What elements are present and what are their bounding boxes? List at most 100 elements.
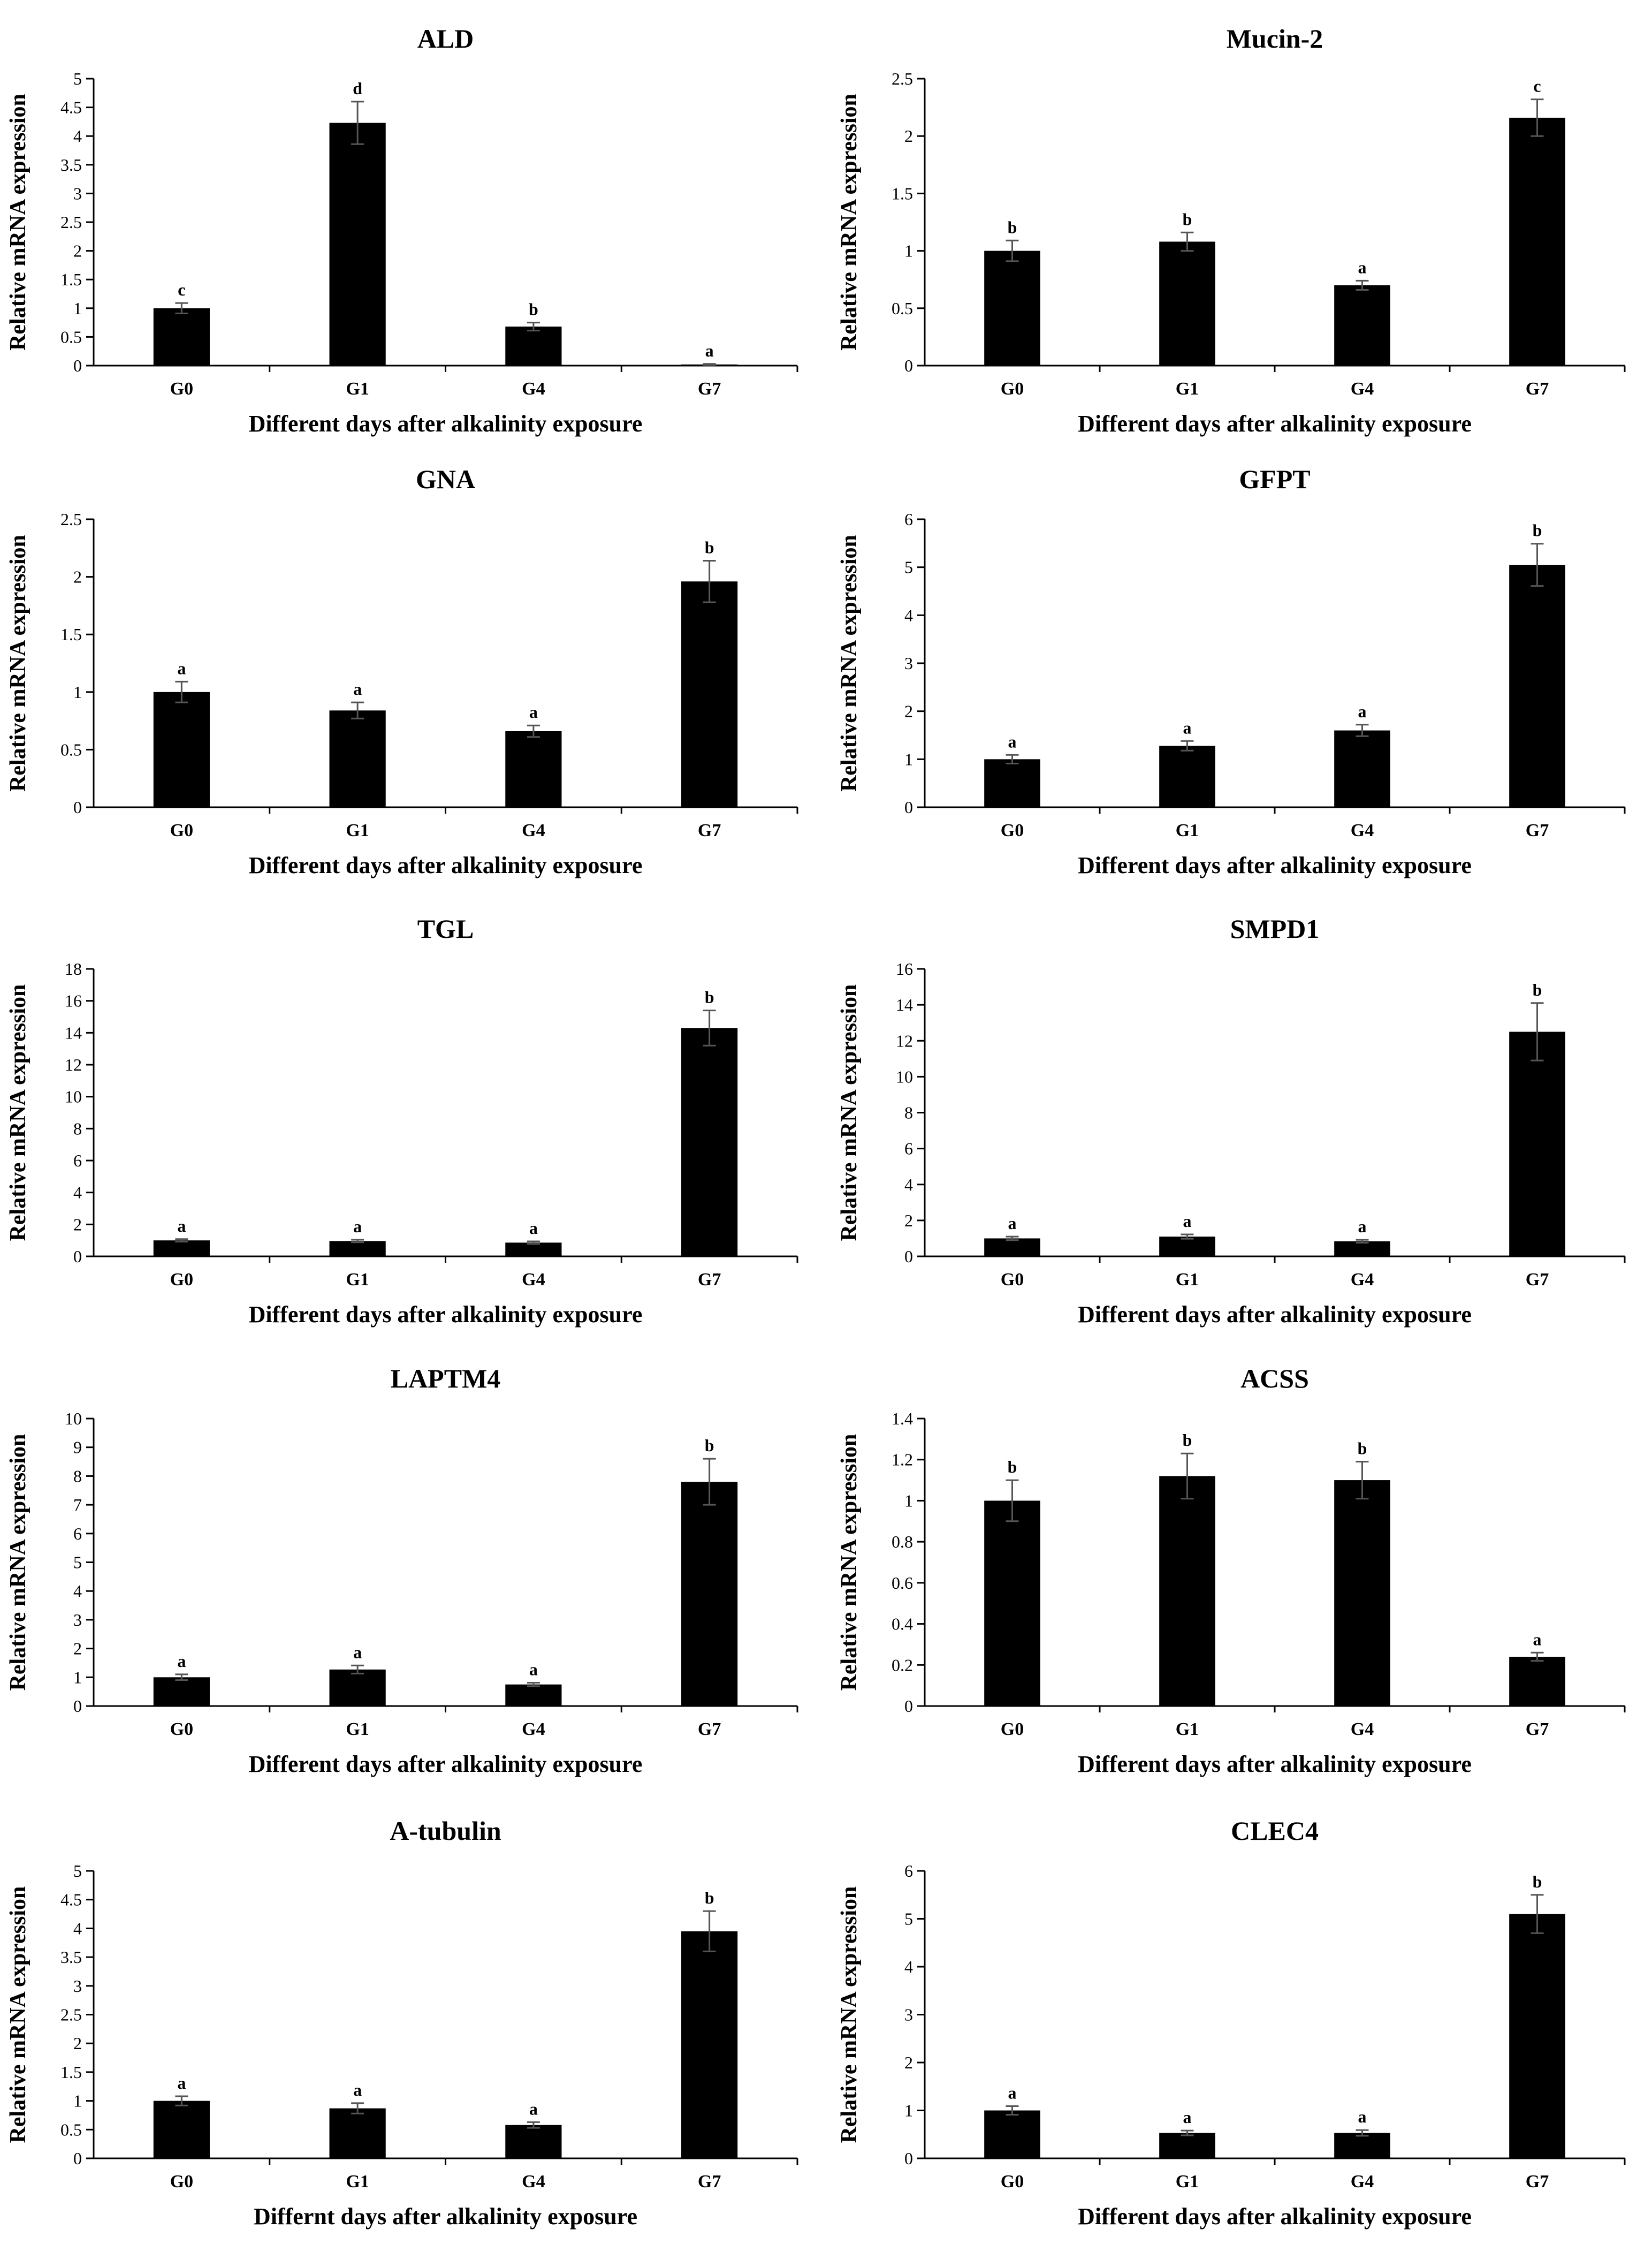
x-tick-label: G1	[1176, 1719, 1199, 1739]
y-axis-label: Relative mRNA expression	[837, 984, 862, 1241]
y-tick-label: 3	[73, 184, 82, 203]
bar-g7	[1509, 1656, 1565, 1706]
y-tick-label: 14	[65, 1023, 82, 1042]
x-tick-label: G1	[346, 1270, 369, 1290]
y-tick-label: 1.2	[892, 1450, 913, 1469]
significance-letter: a	[529, 702, 538, 722]
y-tick-label: 16	[65, 991, 82, 1011]
y-tick-label: 2	[904, 2053, 913, 2072]
y-tick-label: 1	[73, 2091, 82, 2111]
y-tick-label: 5	[904, 558, 913, 577]
y-tick-label: 0	[73, 356, 82, 375]
y-tick-label: 4	[73, 126, 82, 146]
y-tick-label: 0	[73, 798, 82, 817]
significance-letter: a	[1183, 2107, 1192, 2127]
bar-g7	[1509, 1914, 1565, 2158]
significance-letter: a	[1358, 1217, 1367, 1236]
bar-g1	[1159, 1237, 1215, 1256]
x-tick-label: G7	[1526, 379, 1549, 399]
x-tick-label: G0	[1001, 821, 1024, 840]
x-tick-label: G0	[170, 1270, 193, 1290]
x-tick-label: G7	[1526, 1719, 1549, 1739]
y-tick-label: 3	[73, 1976, 82, 1996]
y-tick-label: 2.5	[892, 69, 913, 88]
significance-letter: a	[1008, 732, 1017, 751]
bar-g0	[984, 1500, 1040, 1706]
y-tick-label: 16	[896, 959, 913, 979]
significance-letter: a	[1008, 1214, 1017, 1233]
y-tick-label: 2.5	[60, 510, 82, 529]
x-tick-label: G0	[1001, 2172, 1024, 2192]
bar-g4	[1334, 730, 1390, 807]
x-tick-label: G4	[1351, 379, 1374, 399]
bar-g4	[1334, 285, 1390, 366]
y-tick-label: 2	[904, 1211, 913, 1230]
x-tick-label: G1	[346, 2172, 369, 2192]
significance-letter: b	[705, 537, 714, 557]
y-axis-label: Relative mRNA expression	[6, 1886, 31, 2143]
y-tick-label: 3.5	[60, 1947, 82, 1967]
bar-g7	[1509, 565, 1565, 807]
bar-g4	[505, 1684, 562, 1706]
y-tick-label: 0.4	[892, 1614, 913, 1634]
significance-letter: b	[1533, 980, 1542, 999]
significance-letter: a	[1183, 718, 1192, 737]
bar-g4	[505, 1242, 562, 1256]
y-tick-label: 5	[73, 1861, 82, 1881]
significance-letter: a	[177, 658, 186, 678]
significance-letter: b	[1533, 1872, 1542, 1891]
y-tick-label: 8	[904, 1103, 913, 1123]
chart-panel-acss: ACSS Relative mRNA expression Different da…	[837, 1363, 1626, 1777]
y-tick-label: 0.8	[892, 1532, 913, 1551]
bar-g7	[1509, 1032, 1565, 1256]
significance-letter: b	[705, 988, 714, 1007]
y-tick-label: 3.5	[60, 155, 82, 175]
bar-g1	[329, 1669, 386, 1706]
y-tick-label: 7	[73, 1495, 82, 1514]
y-tick-label: 0.5	[60, 2120, 82, 2139]
significance-letter: a	[177, 2073, 186, 2093]
x-tick-label: G4	[522, 379, 545, 399]
y-tick-label: 2	[73, 1639, 82, 1658]
significance-letter: a	[353, 2080, 362, 2099]
significance-letter: b	[705, 1436, 714, 1455]
y-tick-label: 1.5	[60, 2063, 82, 2082]
bar-g0	[984, 759, 1040, 807]
chart-panel-tgl: TGL Relative mRNA expression Different day…	[6, 914, 798, 1328]
y-tick-label: 4	[73, 1183, 82, 1202]
y-tick-label: 4.5	[60, 98, 82, 117]
bar-g0	[984, 1238, 1040, 1256]
significance-letter: a	[177, 1651, 186, 1671]
significance-letter: d	[353, 79, 362, 98]
y-tick-label: 1.5	[60, 625, 82, 644]
x-tick-label: G7	[1526, 821, 1549, 840]
significance-letter: a	[529, 1218, 538, 1238]
x-axis-label: Different days after alkalinity exposure	[249, 1751, 643, 1777]
x-axis-label: Different days after alkalinity exposure	[1078, 852, 1472, 878]
y-tick-label: 0	[73, 1247, 82, 1266]
x-tick-label: G4	[1351, 1719, 1374, 1739]
chart-title: SMPD1	[1230, 914, 1320, 944]
significance-letter: a	[1533, 1629, 1542, 1649]
x-tick-label: G4	[1351, 821, 1374, 840]
y-tick-label: 6	[904, 1139, 913, 1158]
y-tick-label: 4	[904, 1175, 913, 1194]
chart-title: Mucin-2	[1227, 24, 1323, 54]
bar-g4	[1334, 1480, 1390, 1706]
significance-letter: c	[1533, 77, 1541, 96]
x-axis-label: Different days after alkalinity exposure	[1078, 2203, 1472, 2230]
significance-letter: a	[353, 1642, 362, 1662]
chart-panel-gna: GNA Relative mRNA expression Different day…	[6, 464, 798, 878]
chart-panel-clec4: CLEC4 Relative mRNA expression Different d…	[837, 1816, 1626, 2230]
y-axis-label: Relative mRNA expression	[837, 94, 862, 351]
y-tick-label: 1	[904, 241, 913, 261]
bar-g1	[329, 1241, 386, 1256]
bar-g4	[505, 2125, 562, 2158]
bar-g4	[1334, 1241, 1390, 1256]
significance-letter: a	[705, 341, 714, 360]
chart-panel-ald: ALD Relative mRNA expression Different day…	[6, 24, 798, 437]
bar-g0	[984, 2110, 1040, 2158]
x-tick-label: G0	[1001, 379, 1024, 399]
y-tick-label: 5	[904, 1909, 913, 1929]
y-tick-label: 1	[73, 683, 82, 702]
